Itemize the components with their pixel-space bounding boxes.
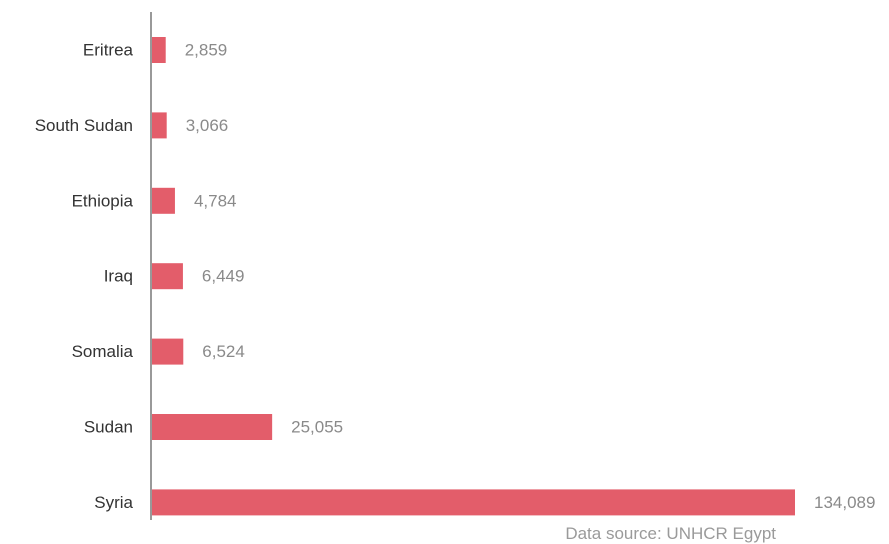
value-label: 4,784 — [194, 191, 237, 210]
value-label: 25,055 — [291, 418, 343, 437]
category-label: Ethiopia — [72, 191, 134, 210]
bar-sudan — [152, 414, 273, 440]
bar-south-sudan — [152, 112, 167, 139]
data-source-note: Data source: UNHCR Egypt — [565, 524, 776, 543]
category-label: Eritrea — [83, 41, 134, 60]
value-label: 6,449 — [202, 267, 245, 286]
bar-ethiopia — [152, 187, 175, 214]
value-label: 3,066 — [186, 116, 229, 135]
bar-eritrea — [152, 37, 166, 63]
category-label: Somalia — [72, 342, 134, 361]
bars-group — [152, 37, 795, 516]
category-label: Iraq — [104, 267, 133, 286]
bar-chart: Eritrea South Sudan Ethiopia Iraq Somalia Sud… — [35, 12, 876, 520]
category-labels-group: Eritrea South Sudan Ethiopia Iraq Somalia Sud… — [35, 41, 134, 512]
value-label: 2,859 — [185, 41, 228, 60]
value-label: 6,524 — [202, 342, 245, 361]
category-label: South Sudan — [35, 116, 133, 135]
value-label: 134,089 — [814, 493, 875, 512]
value-labels-group: 2,859 3,066 4,784 6,449 6,524 25,055 134,089 — [185, 41, 876, 512]
bar-somalia — [152, 338, 184, 365]
bar-iraq — [152, 263, 183, 290]
category-label: Sudan — [84, 418, 133, 437]
category-label: Syria — [94, 493, 133, 512]
bar-syria — [152, 489, 795, 516]
